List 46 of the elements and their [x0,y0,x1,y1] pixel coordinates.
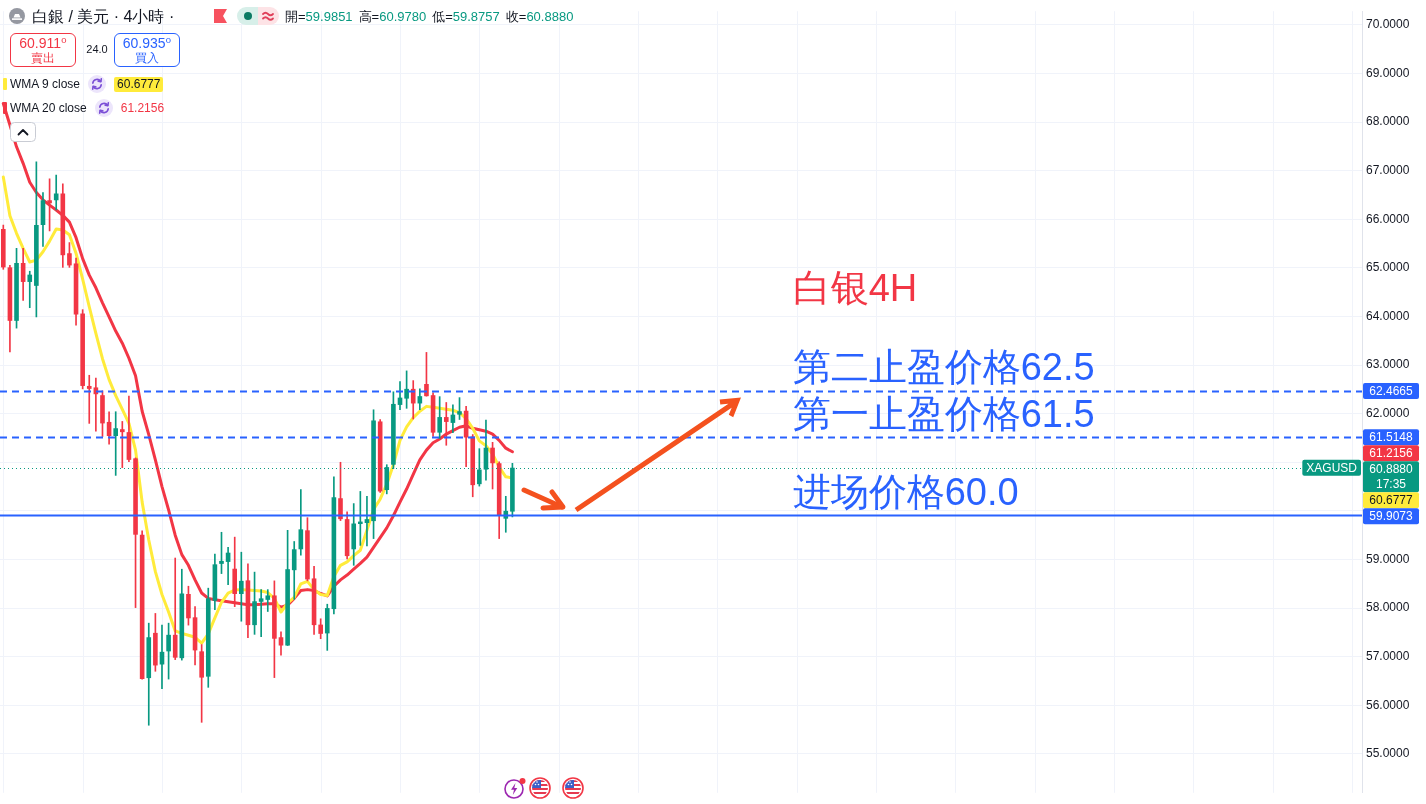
y-tick-label: 64.0000 [1365,308,1410,323]
legend-label: WMA 9 close [10,77,81,91]
text: 17:35 [1375,477,1407,492]
candlestick [27,270,33,309]
y-tick-label: 59.0000 [1365,551,1410,566]
candlestick [53,174,59,211]
annotation: 白银4H [792,266,918,309]
annotation: 60.911⁰ [18,35,68,51]
y-tick-label: 55.0000 [1365,746,1410,761]
annotation: 60.6777 [114,76,164,92]
y-tick-label: 58.0000 [1365,600,1410,615]
y-tick-label: 65.0000 [1365,260,1410,275]
chart-title: 白銀 / 美元 · 4小時 · [32,7,175,26]
annotation: 第一止盈价格61.5 [792,392,1095,435]
y-tick-label: 57.0000 [1365,649,1410,664]
y-tick-label: 62.0000 [1365,405,1410,420]
y-tick-label: 63.0000 [1365,357,1410,372]
annotation: 61.2156 [120,100,165,116]
annotation: 进场价格60.0 [792,470,1019,513]
annotation: 60.935⁰ [121,35,173,51]
text: 60.6777 [1369,493,1414,508]
y-tick-label: 56.0000 [1365,697,1410,712]
y-tick-label: 70.0000 [1365,17,1410,32]
ref-line-label: 61.5148 [1369,430,1414,445]
candlestick [120,421,125,468]
text: 61.2156 [1369,446,1414,461]
ref-line-label: 59.9073 [1369,509,1414,524]
ref-line-label: 62.4665 [1369,383,1414,398]
chart-subtitle: 開=59.9851 高=60.9780 低=59.8757 收=60.8880 [285,9,574,24]
annotation: XAGUSD [1306,460,1358,475]
candlestick [172,557,178,660]
candlestick [265,589,271,612]
y-tick-label: 69.0000 [1365,65,1410,80]
candlestick [239,551,244,622]
candlestick [443,402,449,446]
candlestick [86,374,92,424]
candlestick [258,589,264,638]
y-tick-label: 66.0000 [1365,211,1410,226]
y-tick-label: 68.0000 [1365,114,1410,129]
annotation: 24.0 [85,42,109,56]
annotation: 賣出 [30,51,56,66]
legend-label: WMA 20 close [10,101,87,115]
y-tick-label: 67.0000 [1365,162,1410,177]
annotation: 買入 [134,51,160,66]
annotation: 第二止盈价格62.5 [792,346,1095,389]
ref-line-label: 60.8880 [1369,462,1414,477]
